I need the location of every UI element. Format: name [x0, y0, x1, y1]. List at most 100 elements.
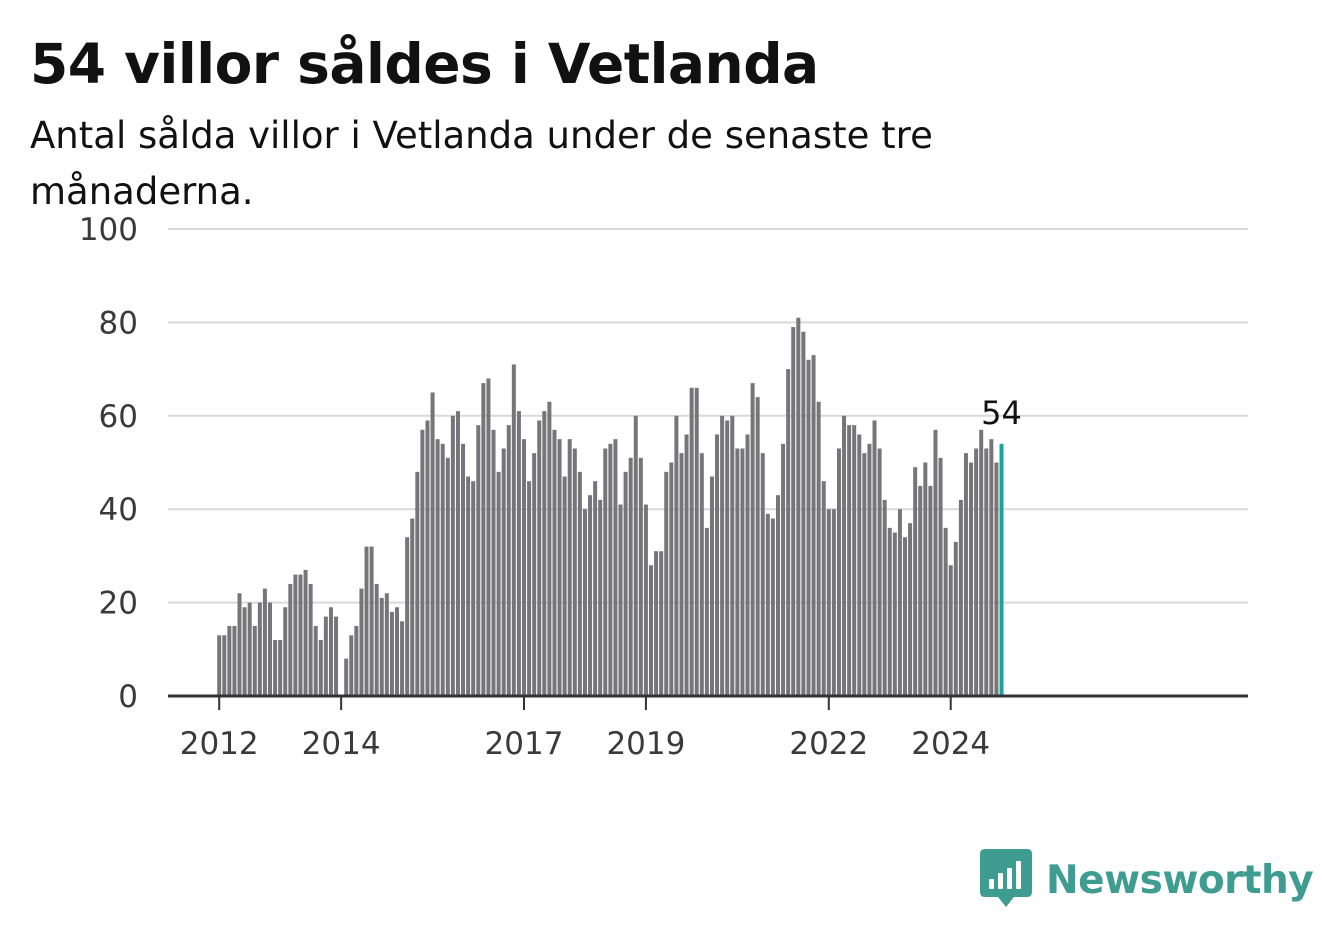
bar-123: [842, 415, 847, 696]
bar-43: [435, 439, 440, 696]
bar-140: [928, 485, 933, 696]
bar-142: [938, 457, 943, 696]
bar-88: [664, 471, 669, 696]
bar-132: [887, 527, 892, 696]
bar-42: [430, 392, 435, 696]
bar-83: [638, 457, 643, 696]
highlight-value-label: 54: [981, 394, 1022, 432]
bar-34: [389, 611, 394, 696]
bar-97: [709, 476, 714, 696]
bar-73: [588, 495, 593, 696]
bar-1: [222, 635, 227, 696]
bar-110: [776, 495, 780, 696]
bar-134: [897, 509, 902, 696]
bar-6: [247, 602, 252, 696]
bar-10: [268, 602, 272, 696]
bar-47: [455, 411, 460, 696]
bar-106: [755, 397, 760, 696]
bar-129: [872, 420, 877, 696]
x-tick-label-2012: 2012: [180, 726, 259, 762]
bar-22: [328, 607, 333, 696]
bar-116: [806, 359, 811, 696]
bar-61: [527, 481, 532, 696]
bar-147: [963, 453, 968, 696]
bar-80: [623, 471, 628, 696]
bar-74: [593, 481, 598, 696]
bar-68: [562, 476, 567, 696]
bar-33: [384, 593, 389, 696]
bar-38: [410, 518, 415, 696]
bar-13: [283, 607, 288, 696]
gridlines: [168, 228, 1248, 604]
bar-82: [633, 415, 638, 696]
bar-27: [354, 625, 359, 696]
bar-7: [252, 625, 257, 696]
bar-135: [903, 537, 907, 696]
bar-72: [582, 509, 587, 696]
bar-55: [496, 471, 501, 696]
x-tick-label-2022: 2022: [789, 726, 868, 762]
y-axis-tick-labels: 0 20 40 60 80 100: [79, 212, 138, 715]
bar-102: [735, 448, 740, 696]
bar-76: [603, 448, 608, 696]
bar-143: [943, 527, 948, 696]
bar-0: [217, 635, 222, 696]
bar-64: [542, 411, 547, 696]
bar-46: [450, 415, 455, 696]
bar-30: [369, 546, 374, 696]
bar-113: [791, 327, 796, 696]
bar-149: [974, 448, 979, 696]
bar-44: [440, 443, 445, 696]
bar-117: [811, 355, 816, 696]
bar-28: [359, 588, 364, 696]
chart-subtitle: Antal sålda villor i Vetlanda under de s…: [30, 114, 933, 213]
bar-20: [318, 639, 323, 696]
bar-11: [273, 639, 278, 696]
bar-75: [598, 499, 603, 696]
bar-104: [745, 434, 750, 696]
bar-57: [506, 425, 511, 696]
bar-115: [801, 331, 806, 696]
bar-17: [303, 569, 308, 696]
x-tick-label-2017: 2017: [485, 726, 564, 762]
bar-99: [720, 415, 725, 696]
brand-logo: Newsworthy: [980, 848, 1314, 912]
bar-19: [313, 625, 318, 696]
bar-3: [232, 625, 237, 696]
bar-119: [821, 481, 826, 696]
bar-146: [958, 499, 963, 696]
bar-highlight: [999, 443, 1004, 696]
bar-109: [770, 518, 775, 696]
bar-25: [344, 658, 349, 696]
bar-121: [831, 509, 836, 696]
bar-98: [715, 434, 720, 696]
bar-86: [654, 551, 659, 696]
bar-51: [476, 425, 481, 696]
bar-94: [694, 387, 699, 696]
bar-108: [765, 513, 770, 696]
bar-93: [689, 387, 694, 696]
bar-151: [984, 448, 989, 696]
bar-91: [679, 453, 684, 696]
value-labels: 54: [981, 394, 1022, 432]
bar-71: [577, 471, 582, 696]
bar-49: [466, 476, 471, 696]
bar-120: [826, 509, 831, 696]
bar-133: [892, 532, 897, 696]
bar-92: [684, 434, 689, 696]
y-tick-label-40: 40: [99, 492, 138, 528]
bar-96: [704, 527, 709, 696]
bar-95: [699, 453, 704, 696]
bar-122: [836, 448, 841, 696]
bar-79: [618, 504, 623, 696]
bar-23: [334, 616, 339, 696]
bar-12: [278, 639, 283, 696]
bar-103: [740, 448, 745, 696]
bar-2: [227, 625, 232, 696]
bar-81: [628, 457, 633, 696]
bar-53: [486, 378, 491, 696]
y-tick-label-0: 0: [118, 679, 138, 715]
bar-54: [491, 429, 496, 696]
x-tick-label-2014: 2014: [302, 726, 381, 762]
x-tick-label-2024: 2024: [911, 726, 990, 762]
